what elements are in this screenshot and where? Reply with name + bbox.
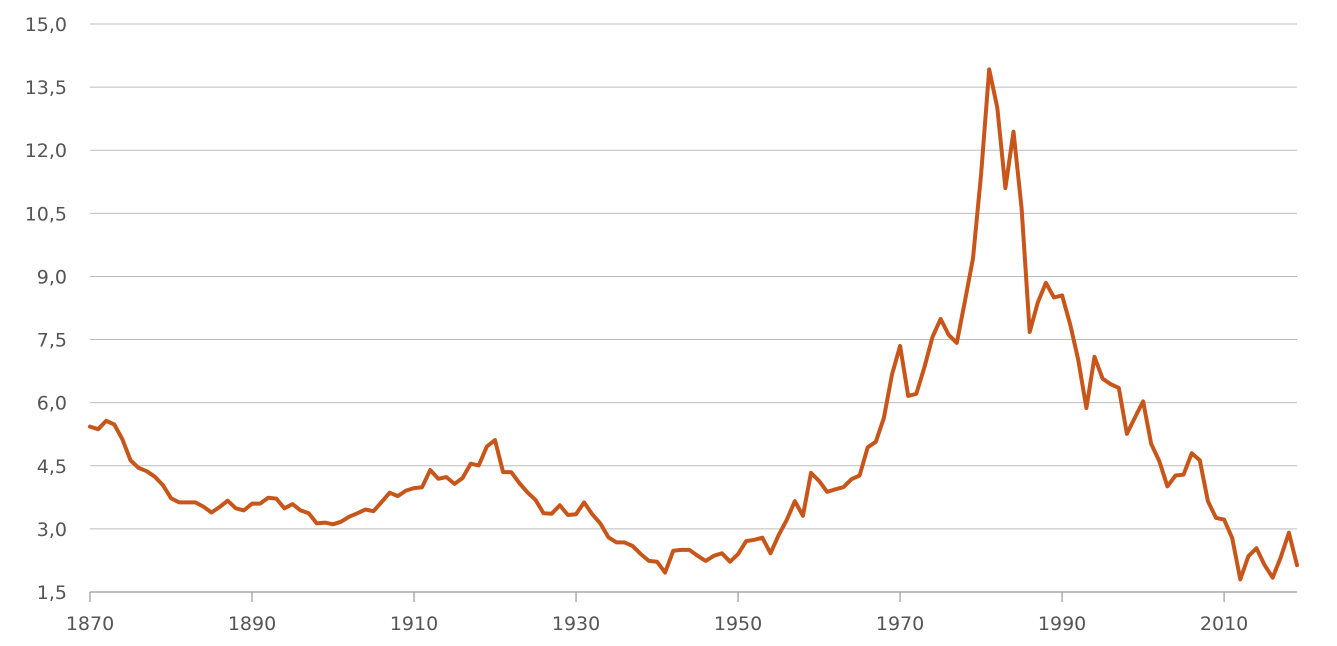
series-layer bbox=[88, 67, 1299, 582]
y-tick-label: 7,5 bbox=[37, 330, 67, 352]
x-axis-labels: 1870 1890 1910 1930 1950 1970 1990 2010 bbox=[66, 613, 1248, 635]
y-tick-label: 10,5 bbox=[25, 203, 67, 225]
x-tick-label: 1970 bbox=[876, 613, 924, 635]
x-tick-label: 1890 bbox=[228, 613, 276, 635]
x-tick-label: 2010 bbox=[1200, 613, 1248, 635]
x-tick-label: 1930 bbox=[552, 613, 600, 635]
x-tick-label: 1990 bbox=[1038, 613, 1086, 635]
x-tick-label: 1870 bbox=[66, 613, 114, 635]
grid-layer bbox=[90, 23, 1297, 530]
x-tick-label: 1950 bbox=[714, 613, 762, 635]
y-tick-label: 4,5 bbox=[37, 456, 67, 478]
y-tick-label: 13,5 bbox=[25, 77, 67, 99]
y-tick-label: 15,0 bbox=[25, 14, 67, 36]
x-axis bbox=[89, 591, 1297, 602]
y-tick-label: 6,0 bbox=[37, 393, 67, 415]
x-tick-label: 1910 bbox=[390, 613, 438, 635]
series-line bbox=[88, 67, 1299, 582]
y-tick-label: 1,5 bbox=[37, 582, 67, 604]
y-tick-label: 9,0 bbox=[37, 266, 67, 288]
y-tick-label: 3,0 bbox=[37, 519, 67, 541]
y-tick-label: 12,0 bbox=[25, 140, 67, 162]
y-axis-labels: 1,5 3,0 4,5 6,0 7,5 9,0 10,5 12,0 13,5 15,0 bbox=[25, 14, 67, 604]
